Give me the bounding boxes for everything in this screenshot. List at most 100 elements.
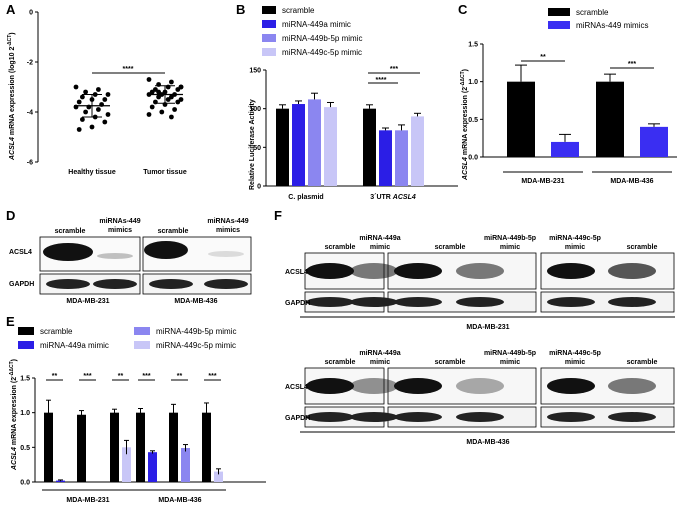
panel-e-sig-label: ** xyxy=(118,373,124,380)
panel-f-cell-line: MDA-MB-436 xyxy=(466,439,509,446)
panel-e-ylabel-text: mRNA expression (2 xyxy=(11,377,18,447)
panel-letter-d: D xyxy=(6,208,15,223)
panel-b-bar-chart: Relative Luciferase Activity 0 50 100 150 C.… xyxy=(249,6,458,201)
panel-e-bar xyxy=(148,452,157,482)
panel-c-bar-chart: ACSL4 mRNA expression (2-ΔΔCT) 0.0 0.5 1.0… xyxy=(460,8,677,185)
panel-e-legend-swatch xyxy=(134,327,150,335)
panel-a-ytick-label: -2 xyxy=(27,60,33,67)
panel-b-legend-label: scramble xyxy=(282,6,315,15)
panel-b-ytick-label: 100 xyxy=(249,106,261,113)
panel-d-band xyxy=(93,279,137,289)
panel-d-band xyxy=(97,253,133,259)
panel-e-ylabel: ACSL4 mRNA expression (2-ΔΔCT) xyxy=(9,359,18,471)
panel-b-ytick-label: 0 xyxy=(257,184,261,191)
panel-c-ylabel-gene: ACSL4 xyxy=(462,157,469,181)
panel-a-point xyxy=(165,97,171,102)
panel-f-band xyxy=(306,412,354,422)
panel-a-point xyxy=(172,107,178,112)
panel-b-ylabel: Relative Luciferase Activity xyxy=(249,99,256,190)
panel-f-band xyxy=(547,297,595,307)
panel-d-band xyxy=(144,241,188,259)
panel-d-cell-line: MDA-MB-231 xyxy=(66,298,109,305)
panel-a-point xyxy=(76,127,82,132)
panel-b-bar xyxy=(395,130,408,186)
panel-d-band xyxy=(46,279,90,289)
panel-d-col-label: mimics xyxy=(108,227,132,234)
panel-c-ylabel-text: mRNA expression (2 xyxy=(462,87,469,157)
panel-c-ytick-label: 1.5 xyxy=(468,42,478,49)
panel-f-band xyxy=(547,378,595,394)
panel-f-band xyxy=(394,297,442,307)
panel-letter-b: B xyxy=(236,2,245,17)
panel-e-bar xyxy=(77,414,86,482)
panel-b-sig-label: **** xyxy=(376,77,387,84)
panel-c-sig-label: ** xyxy=(540,54,546,61)
panel-c-ylabel: ACSL4 mRNA expression (2-ΔΔCT) xyxy=(460,69,469,181)
panel-f-col-label: miRNA-449b-5p xyxy=(484,235,536,242)
panel-b-xtick-gene: ACSL4 xyxy=(392,194,416,201)
panel-f-band xyxy=(608,378,656,394)
panel-e-ytick-label: 0.5 xyxy=(20,445,30,452)
panel-f-col-label: miRNA-449a xyxy=(359,235,400,242)
panel-e-ytick-label: 1.0 xyxy=(20,410,30,417)
panel-b-legend-swatch xyxy=(262,20,276,28)
panel-e-ytick-label: 0.0 xyxy=(20,480,30,487)
panel-d-row-label: GAPDH xyxy=(9,281,34,288)
panel-f-band xyxy=(350,378,398,394)
panel-e-bar xyxy=(44,412,53,482)
panel-b-legend-label: miRNA-449c-5p mimic xyxy=(282,48,362,57)
panel-b-bar xyxy=(411,116,424,186)
panel-e-bar xyxy=(110,412,119,482)
panel-d-col-label: scramble xyxy=(55,228,86,235)
panel-d-band xyxy=(149,279,193,289)
panel-e-legend-label: miRNA-449a mimic xyxy=(40,341,109,350)
panel-e-legend-swatch xyxy=(18,341,34,349)
panel-b-bar xyxy=(324,107,337,186)
panel-a-point xyxy=(73,84,79,90)
panel-b-ytick-label: 150 xyxy=(249,68,261,75)
panel-a-scatter: ACSL4 mRNA expression (log10 2-ΔCT) 0 -2 -… xyxy=(7,10,187,177)
panel-f-band xyxy=(456,412,504,422)
panel-a-point xyxy=(89,124,95,130)
panel-e-ytick-label: 1.5 xyxy=(20,376,30,383)
panel-c-legend-swatch xyxy=(548,8,570,16)
panel-d-band xyxy=(208,251,244,257)
panel-b-xtick-label: 3´UTR ACSL4 xyxy=(370,194,416,201)
panel-d-band xyxy=(204,279,248,289)
panel-e-sig-label: ** xyxy=(52,373,58,380)
panel-e-xtick-label: MDA-MB-231 xyxy=(66,497,109,504)
panel-a-ytick-label: -6 xyxy=(27,160,33,167)
panel-c-ylabel-end: ) xyxy=(462,69,469,71)
panel-c-ylabel-sup: -ΔΔCT xyxy=(460,71,466,87)
panel-f-band xyxy=(306,378,354,394)
panel-f-band xyxy=(350,412,398,422)
panel-e-ylabel-sup: -ΔΔCT xyxy=(9,361,15,377)
panel-f-band xyxy=(394,378,442,394)
panel-a-ylabel-text: mRNA expression (log10 2 xyxy=(9,47,16,137)
panel-a-ylabel-sup: -ΔCT xyxy=(7,35,13,47)
panel-f-band xyxy=(608,263,656,279)
panel-d-western-blot: scramble miRNAs-449 mimics scramble miRNAs-4… xyxy=(9,218,252,305)
panel-a-ytick-label: -4 xyxy=(27,110,33,117)
panel-f-band xyxy=(394,412,442,422)
panel-a-point xyxy=(80,117,85,122)
panel-a-point xyxy=(156,89,162,95)
panel-d-col-label: mimics xyxy=(216,227,240,234)
panel-a-point xyxy=(80,94,85,100)
panel-b-xtick-label: C. plasmid xyxy=(288,194,323,201)
panel-c-ytick-label: 1.0 xyxy=(468,79,478,86)
panel-a-point xyxy=(169,114,174,120)
panel-e-sig-label: *** xyxy=(83,373,91,380)
panel-f-band xyxy=(608,412,656,422)
panel-f-band xyxy=(547,412,595,422)
panel-f-row-label: GAPDH xyxy=(285,300,310,307)
panel-c-sig-label: *** xyxy=(628,61,636,68)
panel-c-bar xyxy=(640,126,668,157)
panel-d-col-label: scramble xyxy=(158,228,189,235)
panel-c-legend-label: miRNAs-449 mimics xyxy=(576,21,648,30)
panel-f-blot-box xyxy=(540,291,675,313)
panel-f-col-label: scramble xyxy=(627,359,658,366)
panel-f-col-label: mimic xyxy=(565,244,585,251)
panel-a-ylabel-end: ) xyxy=(9,32,16,34)
